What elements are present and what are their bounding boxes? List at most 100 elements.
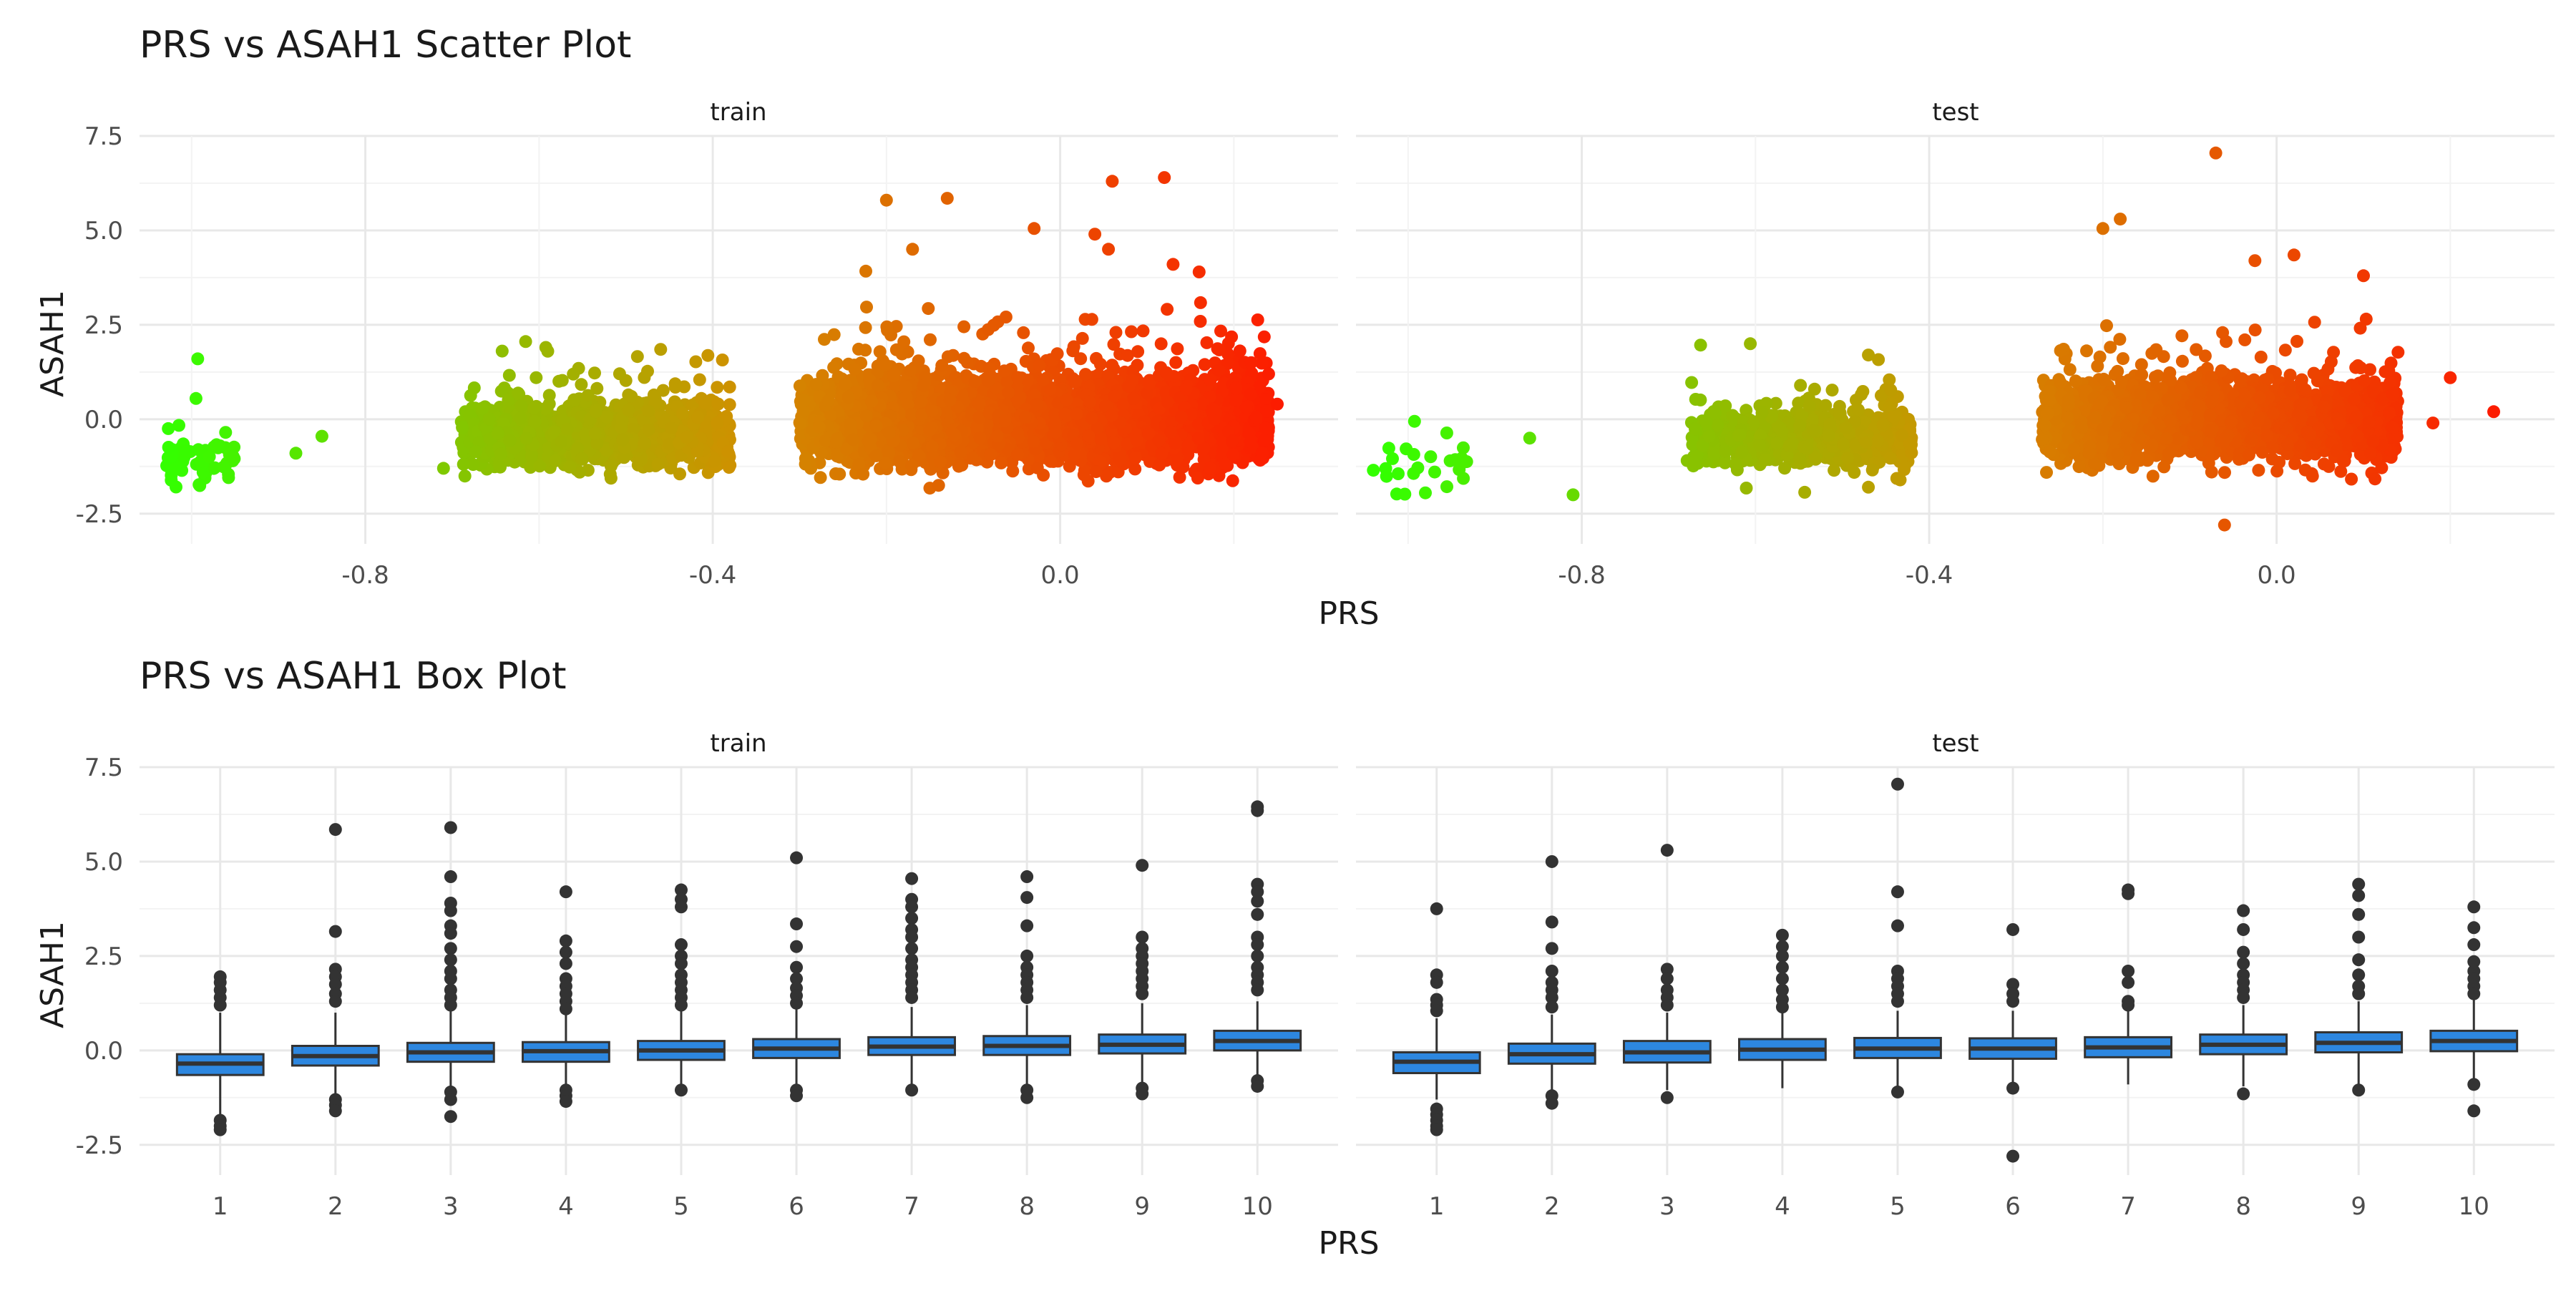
- scatter-point: [457, 458, 470, 471]
- scatter-point: [1076, 332, 1089, 345]
- scatter-point: [588, 366, 601, 379]
- scatter-point: [1194, 315, 1207, 328]
- scatter-point: [616, 433, 629, 446]
- scatter-point: [483, 413, 496, 426]
- scatter-point: [212, 442, 225, 454]
- scatter-point: [922, 302, 935, 315]
- scatter-point: [530, 371, 542, 384]
- scatter-point: [624, 390, 637, 403]
- scatter-point: [219, 426, 232, 439]
- scatter-point: [935, 359, 948, 372]
- scatter-point: [179, 443, 192, 456]
- scatter-point: [1234, 344, 1246, 357]
- scatter-point: [563, 461, 576, 474]
- scatter-point: [456, 421, 469, 434]
- scatter-point: [924, 333, 937, 346]
- scatter-point: [638, 437, 651, 450]
- scatter-point: [613, 367, 626, 380]
- scatter-point: [1258, 331, 1271, 344]
- scatter-point: [218, 460, 230, 473]
- scatter-point: [676, 407, 689, 420]
- scatter-strip-train: train: [710, 98, 766, 127]
- scatter-point: [952, 460, 965, 473]
- scatter-point: [1110, 326, 1123, 339]
- scatter-point: [1094, 358, 1107, 371]
- scatter-point: [514, 412, 527, 425]
- scatter-point: [193, 479, 206, 492]
- scatter-point: [1161, 303, 1174, 316]
- scatter-point: [600, 411, 613, 424]
- scatter-strip-test: test: [1932, 98, 1979, 127]
- scatter-point: [615, 422, 628, 434]
- scatter-point: [162, 441, 175, 454]
- scatter-point: [1174, 471, 1186, 484]
- scatter-point: [723, 398, 736, 411]
- scatter-point: [1066, 344, 1079, 357]
- scatter-point: [716, 354, 729, 366]
- scatter-x-axis-label: PRS: [1318, 595, 1379, 632]
- scatter-point: [689, 356, 702, 369]
- scatter-point: [494, 461, 507, 474]
- scatter-point: [567, 394, 580, 406]
- scatter-point: [712, 398, 725, 411]
- scatter-point: [476, 402, 489, 415]
- scatter-point: [721, 445, 734, 458]
- scatter-point: [699, 397, 712, 410]
- scatter-point: [528, 415, 541, 428]
- scatter-point: [503, 369, 516, 382]
- x-tick-label: -0.4: [689, 561, 736, 590]
- scatter-point: [549, 454, 562, 467]
- scatter-point: [496, 345, 509, 358]
- scatter-point: [1194, 296, 1207, 309]
- scatter-point: [605, 459, 618, 472]
- scatter-point: [691, 411, 704, 424]
- scatter-point: [555, 435, 568, 448]
- scatter-point: [162, 422, 175, 435]
- scatter-point: [494, 447, 507, 460]
- scatter-point: [469, 445, 482, 458]
- scatter-point: [957, 352, 970, 365]
- scatter-point: [520, 432, 533, 445]
- scatter-point: [693, 374, 706, 386]
- scatter-point: [859, 344, 872, 356]
- scatter-y-axis-label: ASAH1: [34, 290, 71, 397]
- scatter-point: [723, 461, 736, 474]
- scatter-point: [957, 321, 970, 333]
- scatter-point: [680, 431, 693, 444]
- scatter-point: [859, 265, 872, 278]
- scatter-point: [701, 349, 714, 362]
- scatter-point: [567, 368, 580, 381]
- scatter-point: [589, 427, 602, 440]
- scatter-point: [492, 427, 504, 440]
- scatter-point: [459, 469, 472, 482]
- scatter-point: [1022, 341, 1035, 354]
- scatter-point: [643, 423, 655, 436]
- scatter-point: [1000, 311, 1013, 323]
- scatter-point: [711, 381, 723, 394]
- scatter-title: PRS vs ASAH1 Scatter Plot: [140, 24, 631, 67]
- scatter-point: [723, 381, 736, 394]
- scatter-point: [665, 422, 678, 434]
- scatter-point: [622, 404, 635, 416]
- scatter-point: [1226, 474, 1239, 487]
- scatter-point: [514, 399, 527, 412]
- scatter-point: [881, 324, 894, 337]
- scatter-point: [669, 377, 682, 390]
- scatter-point: [468, 381, 481, 394]
- x-tick-label: -0.8: [341, 561, 389, 590]
- scatter-point: [1108, 338, 1121, 351]
- scatter-point: [711, 416, 723, 429]
- scatter-point: [897, 336, 910, 349]
- scatter-point: [1213, 344, 1226, 356]
- scatter-point: [519, 335, 532, 348]
- scatter-point: [631, 350, 644, 363]
- scatter-point: [561, 423, 574, 436]
- scatter-point: [1169, 356, 1182, 369]
- scatter-point: [642, 404, 655, 417]
- scatter-point: [165, 474, 177, 487]
- scatter-point: [527, 401, 540, 414]
- scatter-point: [543, 397, 556, 410]
- scatter-point: [504, 434, 517, 447]
